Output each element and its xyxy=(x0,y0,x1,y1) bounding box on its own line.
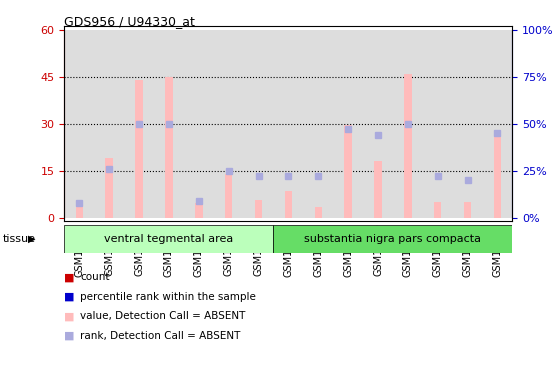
Bar xyxy=(434,202,441,217)
Bar xyxy=(284,191,292,217)
Text: ventral tegmental area: ventral tegmental area xyxy=(104,234,234,244)
Text: ▶: ▶ xyxy=(28,234,35,244)
Text: value, Detection Call = ABSENT: value, Detection Call = ABSENT xyxy=(80,312,245,321)
Bar xyxy=(184,30,214,217)
Bar xyxy=(273,225,512,253)
Bar xyxy=(423,30,452,217)
Bar xyxy=(374,161,382,218)
Bar xyxy=(105,158,113,218)
Text: ■: ■ xyxy=(64,273,75,282)
Bar xyxy=(404,74,412,217)
Text: ■: ■ xyxy=(64,312,75,321)
Bar xyxy=(483,30,512,217)
Bar xyxy=(64,30,94,217)
Text: count: count xyxy=(80,273,110,282)
Bar xyxy=(363,30,393,217)
Bar xyxy=(452,30,483,217)
Text: substantia nigra pars compacta: substantia nigra pars compacta xyxy=(305,234,482,244)
Text: GDS956 / U94330_at: GDS956 / U94330_at xyxy=(64,15,195,28)
Bar xyxy=(64,225,273,253)
Bar xyxy=(333,30,363,217)
Text: tissue: tissue xyxy=(3,234,36,244)
Bar xyxy=(273,30,304,217)
Bar xyxy=(393,30,423,217)
Bar xyxy=(136,80,143,218)
Bar xyxy=(304,30,333,217)
Bar xyxy=(214,30,244,217)
Bar xyxy=(225,174,232,217)
Bar xyxy=(195,203,203,217)
Text: rank, Detection Call = ABSENT: rank, Detection Call = ABSENT xyxy=(80,331,240,341)
Bar xyxy=(165,77,172,218)
Bar xyxy=(344,125,352,218)
Text: ■: ■ xyxy=(64,331,75,341)
Bar xyxy=(76,207,83,218)
Bar xyxy=(154,30,184,217)
Bar xyxy=(464,202,472,217)
Bar xyxy=(255,200,262,217)
Bar xyxy=(244,30,273,217)
Bar xyxy=(94,30,124,217)
Bar xyxy=(124,30,154,217)
Bar xyxy=(494,136,501,218)
Text: percentile rank within the sample: percentile rank within the sample xyxy=(80,292,256,302)
Text: ■: ■ xyxy=(64,292,75,302)
Bar xyxy=(315,207,322,218)
